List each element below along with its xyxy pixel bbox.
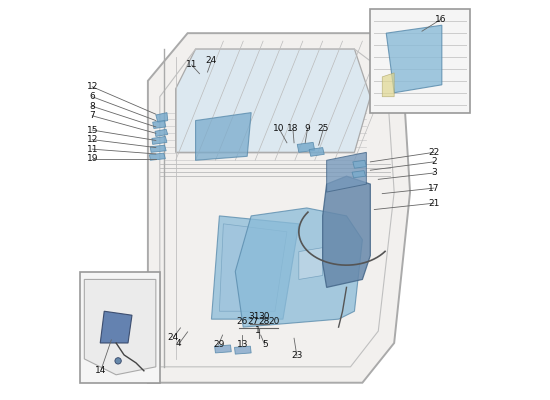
Polygon shape <box>297 142 315 152</box>
Polygon shape <box>175 49 370 152</box>
Text: 31: 31 <box>248 312 259 321</box>
Polygon shape <box>153 120 166 128</box>
Text: 24: 24 <box>168 333 179 342</box>
Text: 18: 18 <box>287 124 299 133</box>
Text: 21: 21 <box>428 199 439 208</box>
Text: 12: 12 <box>86 135 98 144</box>
Text: 24: 24 <box>206 56 217 66</box>
Text: 11: 11 <box>186 60 197 70</box>
Polygon shape <box>386 25 442 93</box>
Text: passion
férari: passion férari <box>201 192 333 255</box>
Polygon shape <box>84 280 156 375</box>
Polygon shape <box>152 136 167 144</box>
Text: 7: 7 <box>90 111 95 120</box>
Polygon shape <box>309 148 324 156</box>
Polygon shape <box>323 176 370 287</box>
Text: 28: 28 <box>258 316 270 326</box>
Polygon shape <box>148 33 410 383</box>
Polygon shape <box>196 113 251 160</box>
Polygon shape <box>155 129 168 136</box>
Polygon shape <box>214 345 232 353</box>
Text: 14: 14 <box>95 366 107 374</box>
Text: 17: 17 <box>428 184 439 192</box>
Text: 4: 4 <box>176 339 182 348</box>
Bar <box>370 9 470 113</box>
Polygon shape <box>150 145 166 152</box>
Text: 10: 10 <box>273 124 285 133</box>
Text: 22: 22 <box>428 148 439 157</box>
Polygon shape <box>211 216 299 319</box>
Text: 1: 1 <box>255 326 261 335</box>
Circle shape <box>115 358 122 364</box>
Text: 9: 9 <box>305 124 310 133</box>
Text: 26: 26 <box>236 316 248 326</box>
Text: 25: 25 <box>318 124 329 133</box>
Text: 29: 29 <box>213 340 224 349</box>
Polygon shape <box>353 160 366 168</box>
Polygon shape <box>235 208 362 327</box>
Text: 23: 23 <box>291 351 302 360</box>
Polygon shape <box>219 224 287 311</box>
Text: 20: 20 <box>268 316 280 326</box>
Text: 15: 15 <box>86 126 98 134</box>
Text: 13: 13 <box>236 340 248 349</box>
Text: 27: 27 <box>247 316 258 326</box>
Text: 3: 3 <box>431 168 437 178</box>
Polygon shape <box>327 152 366 192</box>
Polygon shape <box>352 171 366 178</box>
Text: 16: 16 <box>435 15 447 24</box>
Polygon shape <box>234 346 251 354</box>
Text: 5: 5 <box>262 340 267 349</box>
Polygon shape <box>382 73 394 97</box>
Polygon shape <box>150 153 166 160</box>
Text: 12: 12 <box>86 82 98 91</box>
Text: 8: 8 <box>90 102 95 111</box>
Polygon shape <box>299 248 323 280</box>
Polygon shape <box>156 113 168 122</box>
Bar <box>80 272 160 383</box>
Text: 19: 19 <box>86 154 98 163</box>
Text: 6: 6 <box>90 92 95 101</box>
Text: 2: 2 <box>431 157 437 166</box>
Text: 11: 11 <box>86 145 98 154</box>
Text: 30: 30 <box>258 312 270 321</box>
Polygon shape <box>100 311 132 343</box>
